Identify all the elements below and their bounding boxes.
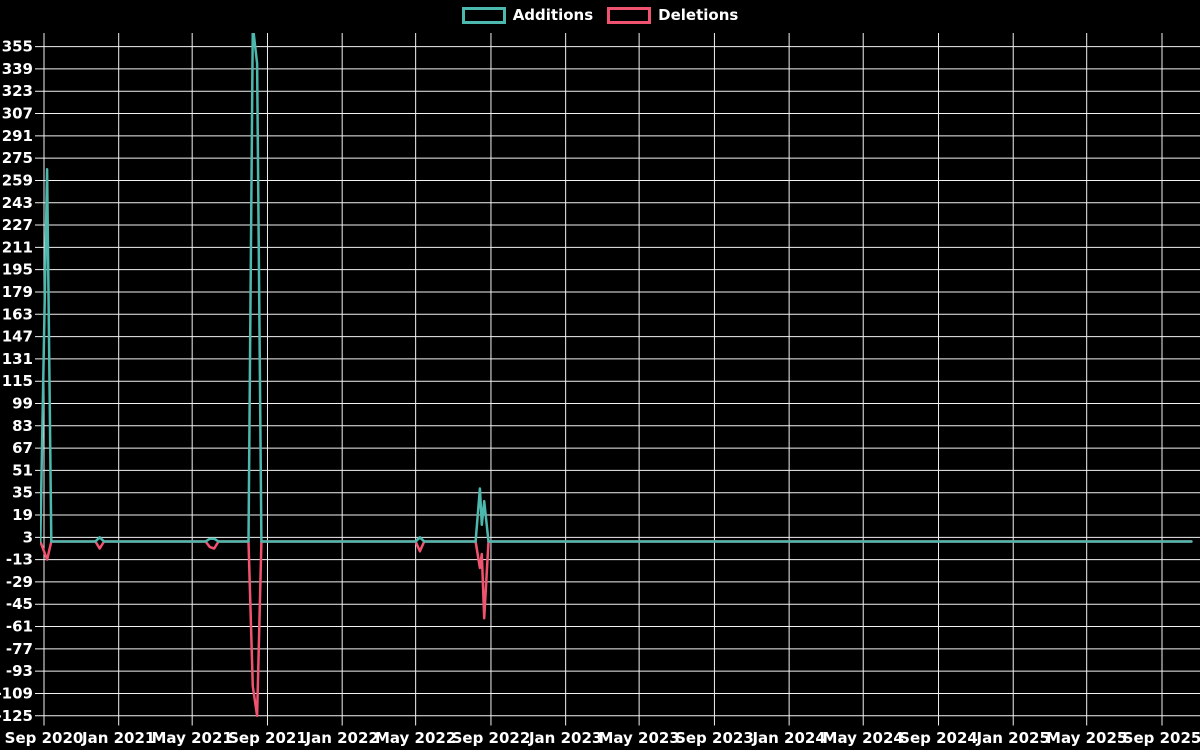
x-tick-label: May 2024 [823, 729, 904, 747]
x-tick-label: Jan 2023 [528, 729, 602, 747]
y-tick-label: 339 [2, 60, 33, 78]
x-tick-label: Jan 2022 [304, 729, 378, 747]
additions-swatch-icon [461, 7, 506, 24]
x-tick-label: Sep 2023 [675, 729, 754, 747]
y-tick-label: 243 [2, 194, 33, 212]
x-tick-label: Jan 2024 [751, 729, 825, 747]
x-tick-label: Sep 2022 [452, 729, 531, 747]
y-tick-label: -93 [6, 662, 33, 680]
x-tick-label: Sep 2021 [228, 729, 307, 747]
y-tick-label: -125 [0, 707, 33, 725]
deletions-line [40, 540, 1193, 718]
y-tick-label: 35 [12, 484, 33, 502]
y-tick-label: 19 [12, 506, 33, 524]
y-tick-label: 323 [2, 82, 33, 100]
y-tick-label: 147 [2, 328, 33, 346]
x-tick-label: May 2023 [598, 729, 679, 747]
legend-item-additions[interactable]: Additions [461, 6, 594, 24]
y-tick-label: 195 [2, 261, 33, 279]
x-tick-label: May 2021 [151, 729, 232, 747]
y-tick-label: 355 [2, 38, 33, 56]
x-tick-label: Sep 2025 [1123, 729, 1200, 747]
x-tick-label: Jan 2025 [976, 729, 1050, 747]
y-tick-label: 275 [2, 149, 33, 167]
legend-item-deletions[interactable]: Deletions [607, 7, 738, 24]
deletions-swatch-icon [607, 7, 652, 24]
y-tick-label: 3 [23, 528, 33, 546]
y-tick-label: -45 [6, 595, 33, 613]
y-tick-label: 211 [2, 238, 33, 256]
y-tick-label: -77 [6, 640, 33, 658]
y-tick-label: -109 [0, 684, 33, 702]
x-tick-label: May 2025 [1046, 729, 1127, 747]
y-tick-label: 99 [12, 394, 33, 412]
y-tick-label: 83 [12, 417, 33, 435]
y-tick-label: 131 [2, 350, 33, 368]
x-tick-label: Sep 2024 [899, 729, 978, 747]
additions-line [40, 33, 1193, 543]
chart-legend: Additions Deletions [0, 7, 1200, 24]
y-tick-label: -13 [6, 551, 33, 569]
y-tick-label: 163 [2, 305, 33, 323]
legend-label-additions: Additions [512, 6, 594, 24]
x-tick-label: Sep 2020 [5, 729, 84, 747]
legend-label-deletions: Deletions [658, 6, 739, 24]
y-tick-label: 115 [2, 372, 33, 390]
y-tick-label: 291 [2, 127, 33, 145]
y-tick-label: -29 [6, 573, 33, 591]
y-tick-label: -61 [6, 618, 33, 636]
y-tick-label: 51 [12, 461, 33, 479]
y-tick-label: 307 [2, 105, 33, 123]
grid: 355 339 323 307 291 275 259 243 227 211 195 179 163 1… [0, 33, 1200, 747]
y-tick-label: 259 [2, 171, 33, 189]
y-tick-label: 67 [12, 439, 33, 457]
y-tick-label: 227 [2, 216, 33, 234]
y-tick-label: 179 [2, 283, 33, 301]
x-tick-label: May 2022 [375, 729, 456, 747]
x-tick-label: Jan 2021 [81, 729, 155, 747]
